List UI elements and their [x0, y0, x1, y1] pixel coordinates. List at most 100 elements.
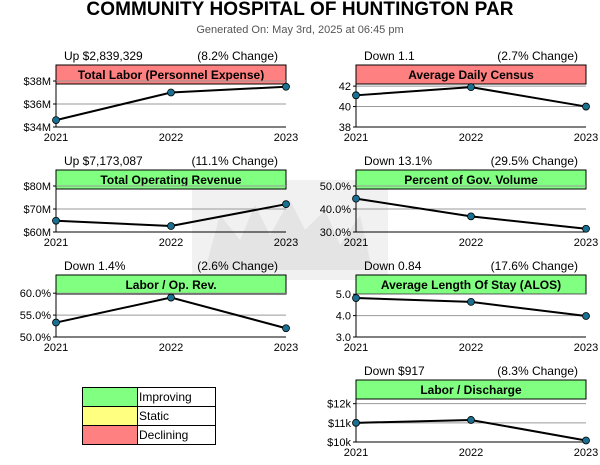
x-tick-label: 2022 [159, 342, 183, 354]
y-tick-label: $10k [327, 437, 351, 449]
change-percent: (2.7% Change) [497, 49, 578, 63]
data-point [352, 294, 360, 302]
x-tick-label: 2022 [459, 342, 483, 354]
legend-label-improving: Improving [139, 390, 192, 404]
data-point [167, 293, 175, 302]
data-point [467, 212, 475, 221]
chart-title: Labor / Op. Rev. [125, 278, 216, 292]
chart-title-box [55, 64, 287, 85]
y-tick-label: 50.0% [20, 332, 51, 344]
change-amount: Up $7,173,087 [64, 154, 143, 168]
change-percent: (8.2% Change) [197, 49, 278, 63]
data-point [582, 224, 590, 233]
y-tick-label: $36M [23, 99, 51, 111]
data-point [52, 216, 60, 225]
chart-panel: Up $2,839,329 (8.2% Change) Total Labor (P… [23, 49, 298, 144]
chart-panel: Down 1.1 (2.7% Change) Average Daily Censu… [339, 49, 598, 144]
legend-item-improving: Improving [82, 387, 216, 407]
chart-panel: Down 1.4% (2.6% Change) Labor / Op. Rev. 50… [20, 259, 298, 354]
legend: Improving Static Declining [82, 387, 216, 445]
chart-title: Average Daily Census [408, 68, 534, 82]
legend-swatch-improving [83, 388, 138, 406]
legend-label-declining: Declining [139, 428, 189, 442]
legend-swatch-declining [83, 426, 138, 444]
x-tick-label: 2021 [344, 342, 368, 354]
chart-panel: Up $7,173,087 (11.1% Change) Total Operati… [23, 154, 298, 249]
change-percent: (29.5% Change) [491, 154, 578, 168]
data-point [52, 116, 60, 124]
data-point [582, 436, 590, 445]
data-point [582, 312, 590, 320]
report-generated-date: Generated On: May 3rd, 2025 at 06:45 pm [196, 24, 404, 36]
y-tick-label: 3.0 [336, 332, 351, 344]
chart-panel: Down 0.84 (17.6% Change) Average Length Of… [336, 259, 599, 354]
data-point [352, 418, 360, 427]
x-tick-label: 2021 [344, 132, 368, 144]
data-point [352, 91, 360, 100]
y-tick-label: 50.0% [320, 181, 351, 193]
y-tick-label: 38 [339, 122, 351, 134]
y-tick-label: $11k [328, 418, 352, 430]
y-tick-label: 40.0% [320, 204, 351, 216]
data-point [282, 324, 290, 333]
y-tick-label: 60.0% [20, 288, 51, 300]
x-tick-label: 2021 [44, 237, 68, 249]
y-tick-label: 42 [339, 81, 351, 93]
y-tick-label: 55.0% [20, 310, 51, 322]
x-tick-label: 2023 [574, 132, 598, 144]
change-percent: (17.6% Change) [491, 259, 578, 273]
chart-title: Total Labor (Personnel Expense) [78, 68, 264, 82]
chart-panel: Down $917 (8.3% Change) Labor / Discharge $… [327, 364, 598, 459]
change-amount: Down $917 [364, 364, 425, 378]
data-point [282, 82, 290, 91]
data-point [582, 102, 590, 111]
series-line [55, 296, 287, 330]
x-tick-label: 2022 [159, 132, 183, 144]
legend-swatch-static [83, 407, 138, 425]
legend-item-static: Static [82, 406, 216, 426]
chart-panel: Down 13.1% (29.5% Change) Percent of Gov. … [320, 154, 598, 249]
y-tick-label: 5.0 [336, 289, 351, 301]
chart-title: Total Operating Revenue [100, 173, 241, 187]
y-tick-label: $12k [327, 399, 351, 411]
change-percent: (11.1% Change) [192, 154, 279, 168]
change-percent: (8.3% Change) [497, 364, 578, 378]
x-tick-label: 2023 [574, 447, 598, 459]
y-tick-label: $70M [23, 204, 51, 216]
y-tick-label: $60M [23, 227, 51, 239]
chart-title-box [55, 169, 287, 190]
chart-title: Average Length Of Stay (ALOS) [381, 278, 561, 292]
x-tick-label: 2021 [44, 342, 68, 354]
x-tick-label: 2023 [274, 237, 298, 249]
change-amount: Down 1.1 [364, 49, 415, 63]
x-tick-label: 2021 [344, 447, 368, 459]
x-tick-label: 2022 [459, 237, 483, 249]
x-tick-label: 2023 [574, 237, 598, 249]
x-tick-label: 2022 [159, 237, 183, 249]
y-tick-label: $80M [23, 181, 51, 193]
y-tick-label: 4.0 [336, 311, 351, 323]
y-tick-label: $34M [23, 122, 51, 134]
x-tick-label: 2023 [274, 342, 298, 354]
x-tick-label: 2023 [274, 132, 298, 144]
chart-title: Percent of Gov. Volume [404, 173, 538, 187]
data-point [352, 194, 360, 203]
data-point [282, 200, 290, 209]
x-tick-label: 2021 [44, 132, 68, 144]
chart-title-box [355, 379, 587, 400]
data-point [167, 222, 175, 230]
x-tick-label: 2022 [459, 447, 483, 459]
data-point [467, 298, 475, 306]
change-amount: Down 1.4% [64, 259, 126, 273]
x-tick-label: 2022 [459, 132, 483, 144]
report-title: COMMUNITY HOSPITAL OF HUNTINGTON PAR [86, 0, 514, 20]
y-tick-label: $38M [23, 76, 51, 88]
legend-label-static: Static [139, 409, 170, 423]
change-amount: Down 0.84 [364, 259, 422, 273]
chart-title-box [355, 169, 587, 190]
y-tick-label: 30.0% [320, 227, 351, 239]
y-tick-label: 40 [339, 102, 351, 114]
legend-item-declining: Declining [82, 425, 216, 445]
change-percent: (2.6% Change) [197, 259, 278, 273]
data-point [52, 318, 60, 327]
